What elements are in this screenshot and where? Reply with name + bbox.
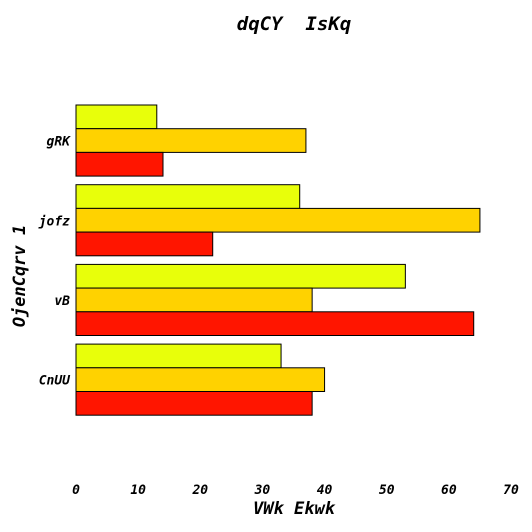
x-axis-label: VWk Ekwk [253, 499, 336, 519]
bar-gRK-series-2 [75, 128, 307, 153]
category-label: vB [54, 294, 70, 309]
x-tick-label: 40 [317, 483, 333, 498]
x-tick-label: 30 [254, 483, 271, 498]
y-axis-label: OjenCqrv 1 [10, 225, 30, 327]
bar-gRK-series-3 [75, 151, 164, 177]
x-tick-label: 50 [379, 483, 395, 498]
x-tick-label: 70 [503, 483, 519, 498]
bar-jofz-series-3 [75, 231, 214, 257]
bar-jofz-series-2 [75, 207, 481, 233]
bar-CnUU-series-1 [75, 343, 282, 369]
category-labels: gRK jofz vB CnUU [38, 135, 71, 389]
bars-group [75, 104, 481, 416]
x-tick-label: 10 [130, 483, 146, 498]
category-label: CnUU [39, 374, 71, 389]
bar-vB-series-2 [75, 287, 313, 313]
x-tick-label: 0 [72, 483, 80, 498]
bar-jofz-series-1 [75, 184, 301, 209]
category-label: gRK [47, 135, 72, 150]
chart-title: dqCY IsKq [237, 13, 351, 35]
bar-CnUU-series-2 [75, 367, 326, 392]
bar-CnUU-series-3 [75, 391, 313, 416]
bar-vB-series-3 [75, 311, 475, 336]
x-tick-label: 60 [441, 483, 457, 498]
x-tick-labels: 0 10 20 30 40 50 60 70 [72, 483, 519, 498]
category-label: jofz [38, 214, 70, 229]
bar-vB-series-1 [75, 263, 406, 289]
bar-gRK-series-1 [75, 104, 158, 130]
x-tick-label: 20 [191, 483, 208, 498]
